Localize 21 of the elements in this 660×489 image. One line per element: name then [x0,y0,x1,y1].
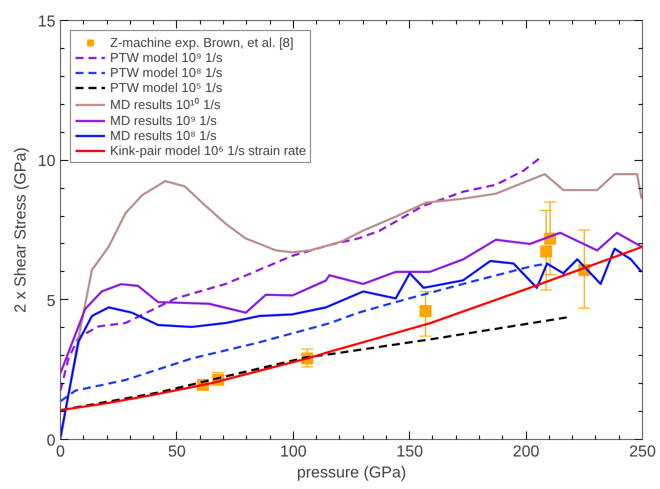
x-axis-title: pressure (GPa) [296,464,406,482]
x-tick-label: 150 [396,444,424,460]
legend-label: MD results 10⁸ 1/s [110,128,217,143]
y-axis-title: 2 x Shear Stress (GPa) [12,147,30,313]
legend-label: Z-machine exp. Brown, et al. [8] [110,35,294,50]
y-tick-label: 10 [38,153,56,170]
x-tick-label: 200 [512,444,540,460]
point [540,246,552,258]
legend-label: MD results 10¹⁰ 1/s [110,96,220,113]
legend-label: PTW model 10⁸ 1/s [110,65,222,80]
y-tick-label: 5 [46,292,56,310]
x-tick-label: 100 [280,444,307,460]
y-tick-label: 0 [46,432,56,450]
point [420,305,432,318]
legend-label: PTW model 10⁵ 1/s [110,80,222,95]
y-tick-label: 15 [38,14,56,30]
x-tick-label: 50 [168,444,186,460]
x-tick-label: 250 [629,444,656,460]
legend-label: MD results 10⁹ 1/s [110,113,217,128]
legend-label: PTW model 10⁹ 1/s [110,50,222,65]
legend-label: Kink-pair model 10⁶ 1/s strain rate [110,143,306,158]
